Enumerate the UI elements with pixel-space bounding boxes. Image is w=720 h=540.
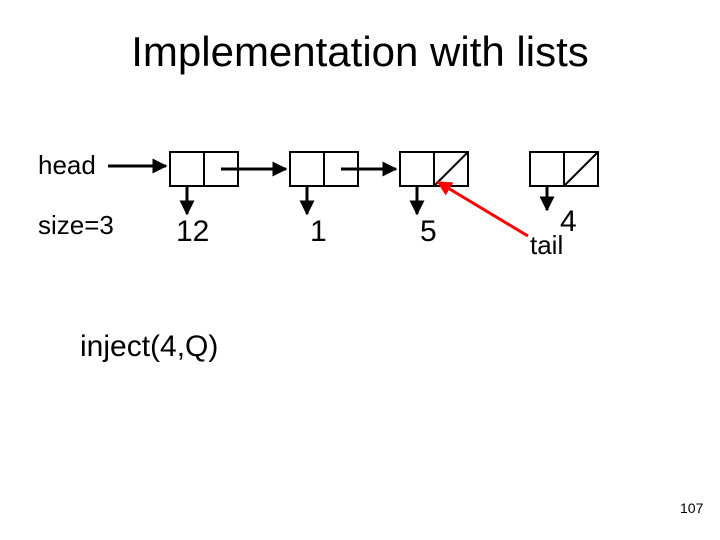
linked-list-diagram <box>0 0 720 540</box>
